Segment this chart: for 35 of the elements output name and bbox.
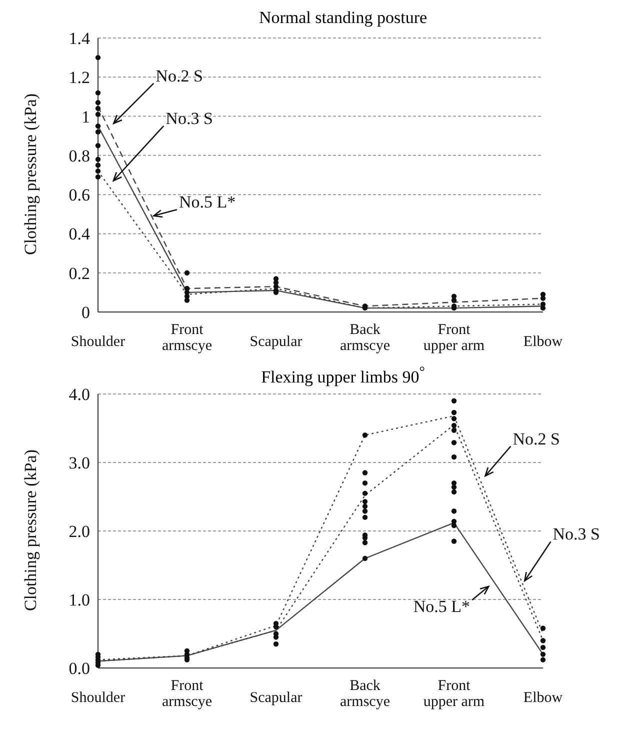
y-tick-label: 4.0 bbox=[68, 385, 90, 404]
y-tick-label: 0 bbox=[82, 303, 90, 322]
x-tick-label: Front armscye bbox=[162, 678, 212, 710]
y-tick-label: 1.2 bbox=[68, 68, 90, 88]
x-tick-label: Scapular bbox=[250, 334, 302, 350]
series-label: No.5 L* bbox=[178, 192, 236, 212]
x-tick-label: Shoulder bbox=[70, 334, 126, 350]
text: No.3 S bbox=[166, 108, 213, 128]
chart-title: Normal standing posture bbox=[258, 8, 428, 29]
x-tick-label: Shoulder bbox=[70, 690, 126, 706]
x-tick-label: Elbow bbox=[523, 334, 563, 350]
y-axis-title: Clothing pressure (kPa) bbox=[21, 94, 40, 255]
y-tick-label: 0.6 bbox=[68, 186, 90, 205]
y-tick-label: 0.0 bbox=[68, 659, 90, 678]
series-label: No.5 L* bbox=[413, 596, 470, 616]
text: No.2 S bbox=[512, 429, 560, 448]
x-tick-label: Front armscye bbox=[162, 322, 212, 354]
text: No.3 S bbox=[552, 524, 600, 544]
y-tick-label: 1.0 bbox=[68, 590, 90, 610]
y-tick-label: 3.0 bbox=[68, 454, 90, 473]
y-tick-label: 1 bbox=[82, 107, 90, 126]
y-tick-label: 2.0 bbox=[68, 522, 90, 542]
x-tick-label: Back armscye bbox=[340, 322, 390, 354]
y-tick-label: 1.4 bbox=[68, 29, 90, 48]
x-tick-label: Front upper arm bbox=[423, 322, 485, 354]
y-tick-label: 0.8 bbox=[68, 146, 90, 166]
text: No.2 S bbox=[156, 66, 203, 86]
y-tick-label: 0.4 bbox=[68, 224, 90, 244]
y-axis-title: Clothing pressure (kPa) bbox=[21, 450, 40, 611]
chart-title: Flexing upper limbs 90$^{°}$ bbox=[260, 364, 426, 387]
x-tick-label: Elbow bbox=[523, 690, 563, 706]
x-tick-label: Front upper arm bbox=[423, 678, 485, 710]
x-tick-label: Scapular bbox=[250, 690, 302, 706]
x-tick-label: Back armscye bbox=[340, 678, 390, 710]
y-tick-label: 0.2 bbox=[68, 264, 90, 283]
